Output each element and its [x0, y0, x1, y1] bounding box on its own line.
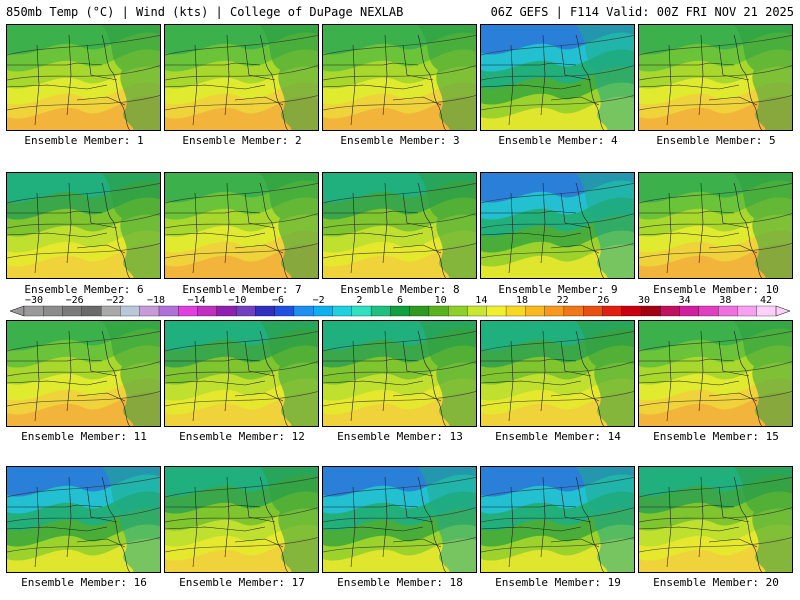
colorbar-tick-label: −22 [106, 295, 125, 306]
colorbar-tick-label: 2 [356, 295, 363, 306]
ensemble-member-map [322, 172, 477, 279]
ensemble-member-map [322, 24, 477, 131]
ensemble-member-label: Ensemble Member: 18 [337, 576, 463, 589]
colorbar-tick-label: −18 [146, 295, 166, 306]
map-title: 850mb Temp (°C) | Wind (kts) | College o… [6, 5, 404, 19]
ensemble-member-map [6, 466, 161, 573]
ensemble-member-map [6, 320, 161, 427]
ensemble-member-label: Ensemble Member: 8 [340, 283, 460, 296]
ensemble-member-label: Ensemble Member: 1 [24, 134, 144, 147]
valid-time: 06Z GEFS | F114 Valid: 00Z FRI NOV 21 20… [490, 5, 794, 19]
ensemble-member-map [6, 172, 161, 279]
ensemble-member-label: Ensemble Member: 7 [182, 283, 302, 296]
ensemble-member-map [480, 24, 635, 131]
ensemble-member-map [638, 320, 793, 427]
colorbar-tick-label: 14 [475, 295, 488, 306]
ensemble-member-map [6, 24, 161, 131]
colorbar-tick-label: 38 [719, 295, 732, 306]
ensemble-member-label: Ensemble Member: 5 [656, 134, 776, 147]
ensemble-member-map [322, 466, 477, 573]
ensemble-member-map [638, 466, 793, 573]
colorbar-tick-label: 6 [396, 295, 404, 306]
ensemble-member-map [638, 24, 793, 131]
colorbar-tick-label: 22 [556, 295, 569, 306]
ensemble-member-label: Ensemble Member: 15 [653, 430, 779, 443]
ensemble-member-label: Ensemble Member: 19 [495, 576, 621, 589]
ensemble-member-map [164, 466, 319, 573]
colorbar-tick-label: 18 [515, 295, 529, 306]
colorbar-tick-label: −10 [228, 295, 247, 306]
ensemble-member-label: Ensemble Member: 13 [337, 430, 463, 443]
ensemble-member-map [480, 320, 635, 427]
colorbar-tick-label: −14 [187, 295, 206, 306]
ensemble-member-map [164, 172, 319, 279]
ensemble-member-label: Ensemble Member: 3 [340, 134, 460, 147]
ensemble-member-label: Ensemble Member: 6 [24, 283, 144, 296]
ensemble-member-label: Ensemble Member: 20 [653, 576, 779, 589]
ensemble-member-map [164, 320, 319, 427]
ensemble-member-map [164, 24, 319, 131]
colorbar-tick-label: −30 [24, 295, 44, 306]
colorbar-tick-label: −6 [271, 295, 285, 306]
ensemble-member-label: Ensemble Member: 2 [182, 134, 302, 147]
ensemble-member-label: Ensemble Member: 9 [498, 283, 618, 296]
ensemble-member-label: Ensemble Member: 12 [179, 430, 305, 443]
temperature-colorbar [10, 305, 790, 317]
colorbar-tick-label: 42 [759, 295, 773, 306]
colorbar-tick-label: 34 [678, 295, 691, 306]
colorbar-tick-label: 30 [637, 295, 651, 306]
ensemble-member-map [638, 172, 793, 279]
ensemble-member-label: Ensemble Member: 10 [653, 283, 779, 296]
ensemble-member-map [322, 320, 477, 427]
ensemble-member-label: Ensemble Member: 11 [21, 430, 147, 443]
ensemble-member-label: Ensemble Member: 4 [498, 134, 618, 147]
colorbar-tick-label: −26 [65, 295, 84, 306]
colorbar-tick-label: 26 [597, 295, 610, 306]
ensemble-member-label: Ensemble Member: 16 [21, 576, 147, 589]
ensemble-member-map [480, 172, 635, 279]
colorbar-tick-label: −2 [312, 295, 325, 306]
ensemble-member-label: Ensemble Member: 17 [179, 576, 305, 589]
colorbar-tick-label: 10 [434, 295, 447, 306]
ensemble-member-map [480, 466, 635, 573]
ensemble-member-label: Ensemble Member: 14 [495, 430, 621, 443]
